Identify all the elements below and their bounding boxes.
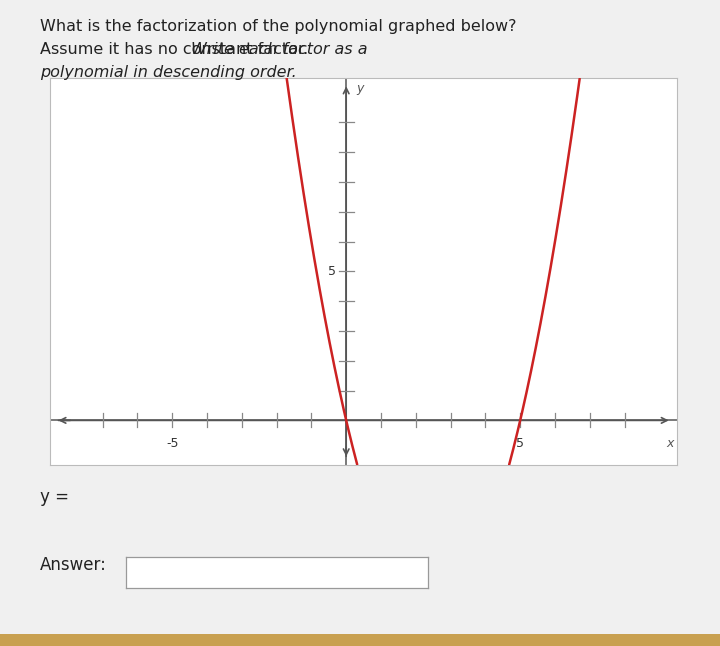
Text: 5: 5 [328,265,336,278]
Text: polynomial in descending order.: polynomial in descending order. [40,65,297,79]
Text: Assume it has no constant factor.: Assume it has no constant factor. [40,42,313,57]
Text: Answer:: Answer: [40,556,107,574]
Text: x: x [666,437,673,450]
Text: 5: 5 [516,437,524,450]
Text: Write each factor as a: Write each factor as a [192,42,368,57]
Text: y =: y = [40,488,68,506]
Text: -5: -5 [166,437,179,450]
Text: y: y [356,82,364,95]
Text: What is the factorization of the polynomial graphed below?: What is the factorization of the polynom… [40,19,516,34]
